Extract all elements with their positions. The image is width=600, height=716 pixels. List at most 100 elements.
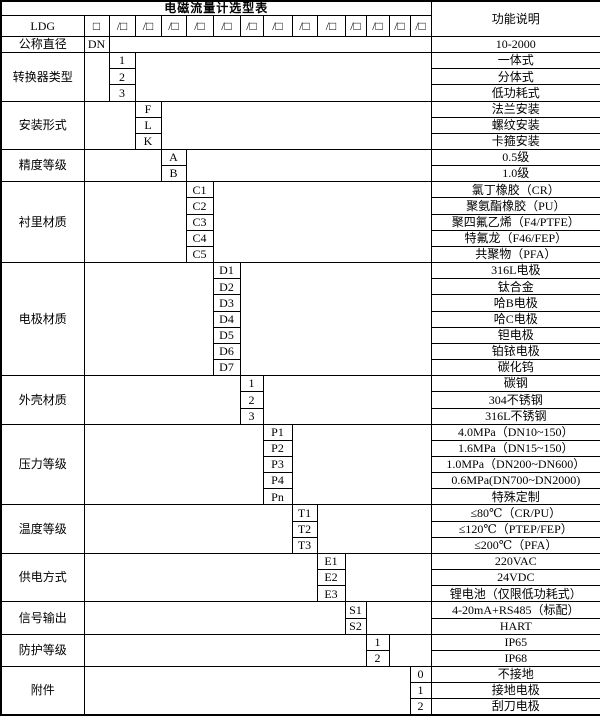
category-row: 转换器类型 1 一体式 [0,52,600,102]
description-cell: ≤120℃（PTEP/FEP） [430,520,600,538]
model-code-slot: /□ [134,14,162,37]
description-cell: 4-20mA+RS485（标配） [430,601,600,619]
description-cell: 接地电极 [430,682,600,700]
code-cell: D5 [212,326,241,344]
category-row: D5 钽电极 [1,326,600,344]
code-cell: 2 [365,649,390,668]
category-row: D4 哈C电极 [1,310,600,328]
model-code-slot: /□ [262,14,293,37]
description-cell: 聚氨酯橡胶（PU） [430,197,600,215]
filler-cell [291,423,432,506]
code-cell: P3 [262,455,293,474]
description-cell: 碳化钨 [430,359,600,377]
category-row: T3 ≤200℃（PFA） [1,536,600,554]
description-cell: 0.6MPa(DN700~DN2000) [430,472,600,490]
model-code-slot: /□ [291,14,318,37]
filler-cell [83,181,187,264]
category-label: 电极材质 [0,262,85,377]
category-row: 2 304不锈钢 [1,391,600,409]
category-label: 安装形式 [0,100,85,151]
title-row: 电磁流量计选型表 功能说明 [0,0,600,37]
code-cell: D7 [212,359,241,377]
category-label: 外壳材质 [0,375,85,425]
code-cell: S2 [344,617,367,635]
filler-cell [134,52,432,102]
filler-cell [83,504,293,554]
model-code-slot: /□ [388,14,411,37]
model-code-slot: /□ [108,14,136,37]
code-cell: D3 [212,294,241,312]
code-cell: A [160,149,187,167]
description-cell: 10-2000 [430,35,600,54]
description-cell: 1.6MPa（DN15~150） [430,439,600,457]
description-cell: 哈B电极 [430,294,600,312]
category-row: 压力等级 P1 4.0MPa（DN10~150） [0,423,600,506]
description-cell: 低功耗式 [430,84,600,102]
category-row: 电极材质 D1 316L电极 [0,262,600,377]
description-cell: 1.0级 [430,165,600,183]
category-row: D7 碳化钨 [1,359,600,377]
category-label: 转换器类型 [0,52,85,102]
category-row: 防护等级 1 IP65 [0,633,600,668]
category-row: 精度等级 A 0.5级 [0,149,600,183]
description-cell: 钽电极 [430,326,600,344]
model-code-box: □ [83,14,110,37]
filler-cell [344,552,432,603]
code-cell: P1 [262,423,293,441]
code-cell: T2 [291,520,318,538]
category-row: 信号输出 S1 4-20mA+RS485（标配） [0,601,600,635]
category-label: 精度等级 [0,149,85,183]
description-cell: 聚四氟乙烯（F4/PTFE） [430,213,600,231]
code-cell: D1 [212,262,241,280]
code-cell: T3 [291,536,318,554]
category-row: 外壳材质 1 碳钢 [0,375,600,425]
code-cell: E2 [316,569,346,587]
model-code-slot: /□ [160,14,187,37]
description-cell: 刮刀电极 [430,698,600,716]
code-cell: T1 [291,504,318,522]
code-cell: C2 [185,197,214,215]
code-cell: C4 [185,229,214,247]
filler-cell [108,35,432,54]
description-cell: 共聚物（PFA） [430,245,600,264]
filler-cell [83,262,214,377]
description-cell: 特氟龙（F46/FEP） [430,229,600,247]
filler-cell [212,181,432,264]
description-cell: 不接地 [430,666,600,684]
category-row: 温度等级 T1 ≤80℃（CR/PU） [0,504,600,554]
category-label: 信号输出 [0,601,85,635]
code-cell: B [160,165,187,183]
category-row: D6 铂铱电极 [1,342,600,361]
model-code-slot: /□ [365,14,390,37]
code-cell: Pn [262,488,293,506]
code-cell: P2 [262,439,293,457]
category-row: B 1.0级 [1,165,600,183]
description-cell: ≤200℃（PFA） [430,536,600,554]
table-title: 电磁流量计选型表 [0,0,432,16]
category-row: D3 哈B电极 [1,294,600,312]
category-row: C5 共聚物（PFA） [1,245,600,264]
code-cell: S1 [344,601,367,619]
code-cell: 1 [409,682,432,700]
description-cell: 220VAC [430,552,600,571]
code-cell: C1 [185,181,214,199]
category-row: 安装形式 F 法兰安装 [0,100,600,151]
filler-cell [83,666,411,716]
code-cell: D6 [212,342,241,361]
model-prefix-label: LDG [0,14,85,37]
category-label: 防护等级 [0,633,85,668]
category-label: 温度等级 [0,504,85,554]
category-label: 公称直径 [0,35,85,54]
filler-cell [83,633,367,668]
code-cell: 3 [239,407,264,425]
model-code-slot: /□ [212,14,241,37]
description-cell: 碳钢 [430,375,600,393]
code-cell: L [134,116,162,134]
filler-cell [388,633,432,668]
code-cell: E1 [316,552,346,571]
description-cell: 1.0MPa（DN200~DN600） [430,455,600,474]
filler-cell [83,601,346,635]
filler-cell [83,100,136,151]
